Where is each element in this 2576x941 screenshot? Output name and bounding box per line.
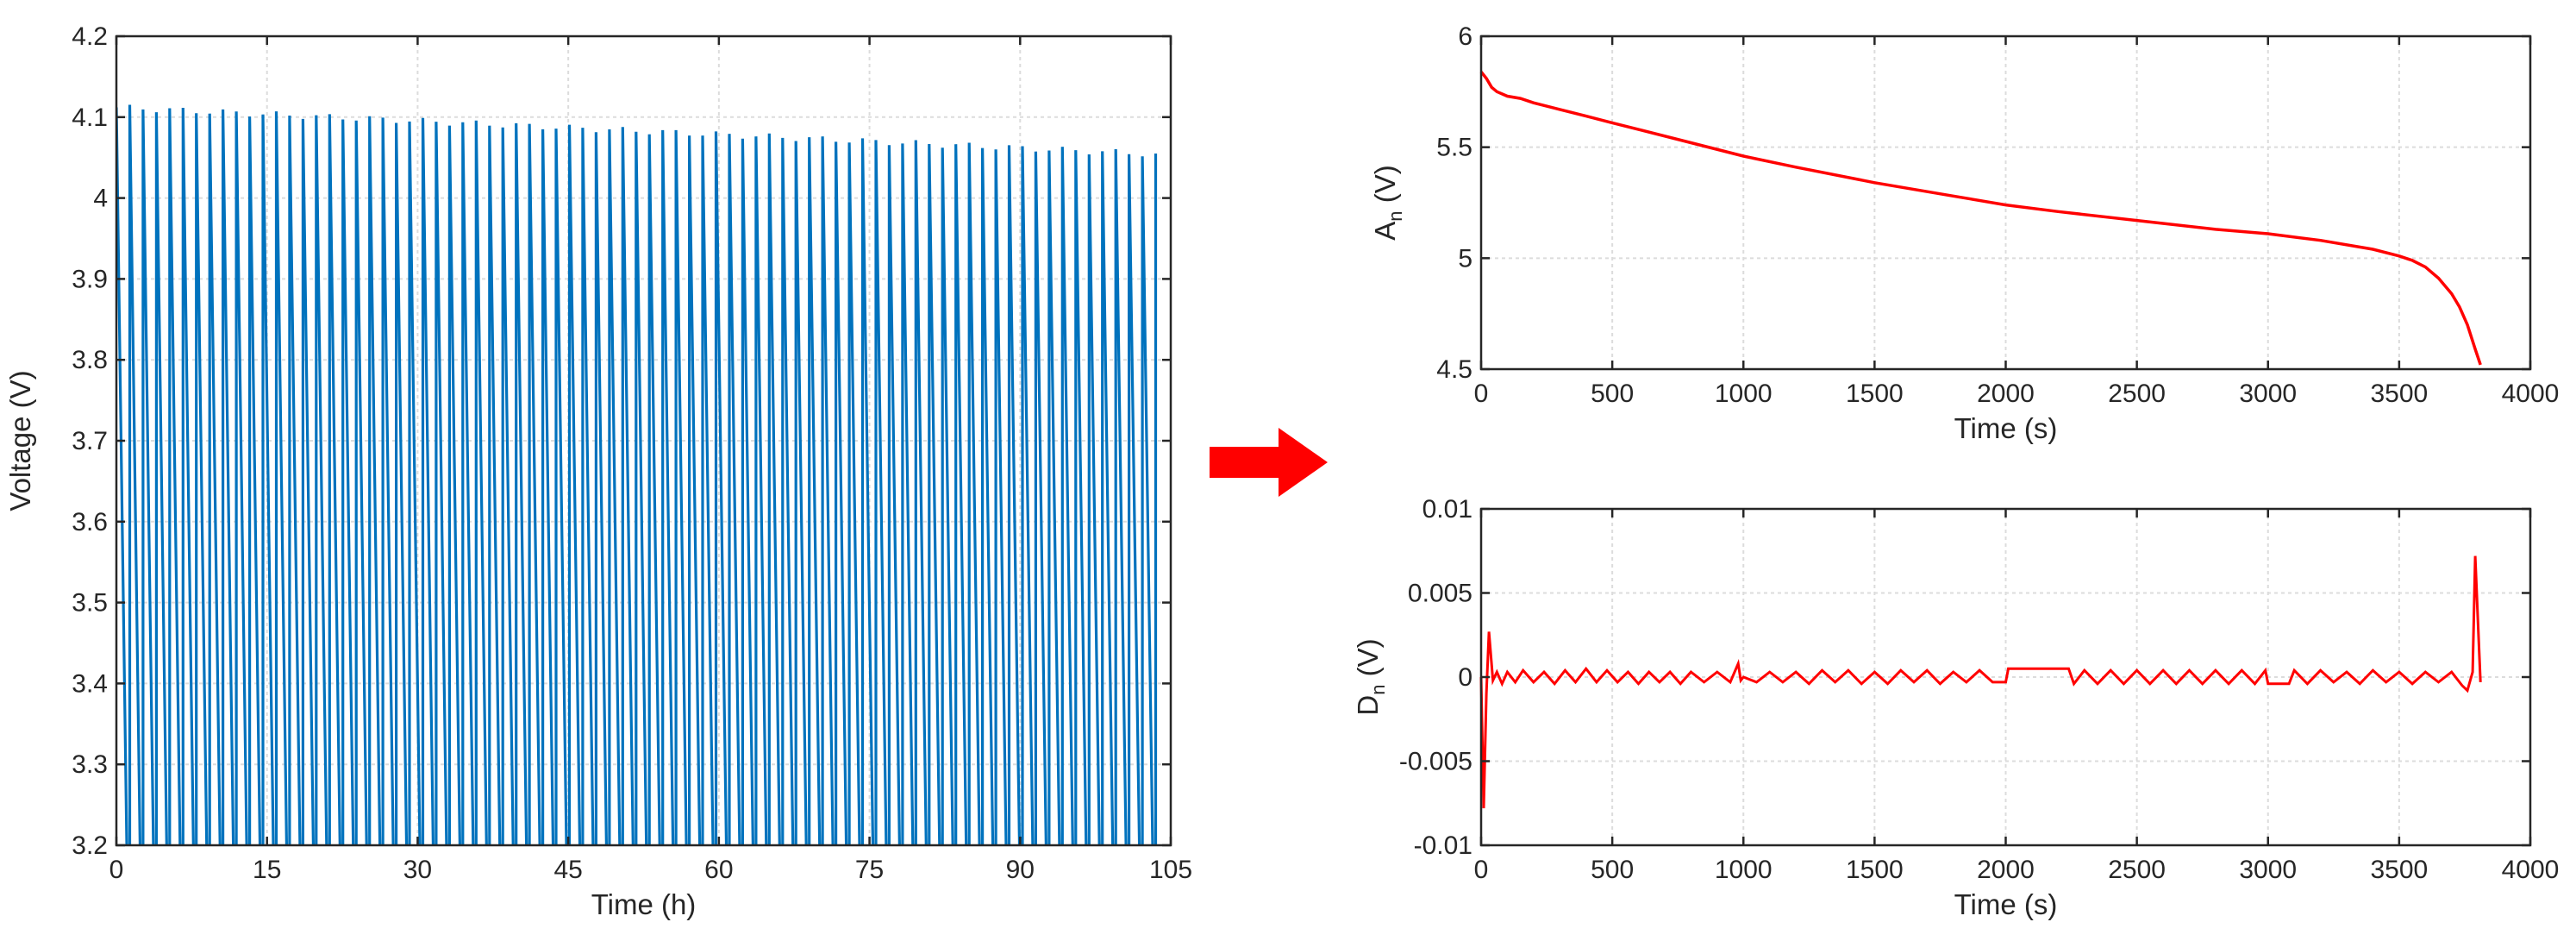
- x-axis-label: Time (s): [1954, 412, 2058, 444]
- x-tick-label: 1500: [1846, 856, 1904, 884]
- y-tick-label: -0.01: [1414, 831, 1472, 860]
- y-tick-label: 3.4: [72, 669, 108, 698]
- x-tick-label: 3500: [2371, 380, 2429, 408]
- y-axis-label: An (V): [1369, 165, 1406, 240]
- y-tick-label: -0.005: [1399, 748, 1472, 776]
- x-tick-label: 0: [1474, 856, 1489, 884]
- arrow-shape: [1210, 428, 1328, 497]
- voltage-series-line: [116, 104, 1158, 845]
- y-tick-label: 3.5: [72, 589, 108, 618]
- x-tick-label: 1000: [1715, 380, 1773, 408]
- y-tick-label: 6: [1458, 22, 1472, 51]
- x-tick-label: 4000: [2502, 380, 2560, 408]
- y-tick-label: 4: [93, 185, 108, 213]
- x-tick-label: 15: [253, 856, 281, 884]
- y-tick-label: 0: [1458, 663, 1472, 692]
- x-tick-label: 30: [403, 856, 432, 884]
- x-tick-label: 1000: [1715, 856, 1773, 884]
- x-tick-label: 90: [1006, 856, 1035, 884]
- y-axis-label: Voltage (V): [4, 370, 36, 511]
- x-tick-label: 105: [1149, 856, 1192, 884]
- x-tick-label: 500: [1591, 856, 1634, 884]
- y-tick-label: 3.2: [72, 831, 108, 860]
- y-tick-label: 4.5: [1436, 355, 1472, 384]
- x-axis-label: Time (s): [1954, 888, 2058, 920]
- dn-series-line: [1479, 555, 2482, 809]
- dn-chart: 0 500 1000 1500 2000 2500 3000 3500 4000 -0.01 -0.…: [1352, 495, 2559, 920]
- y-tick-label: 5.5: [1436, 134, 1472, 162]
- x-tick-label: 75: [855, 856, 884, 884]
- x-tick-label: 2500: [2108, 856, 2166, 884]
- x-tick-label: 0: [1474, 380, 1489, 408]
- y-tick-label: 3.6: [72, 508, 108, 536]
- y-tick-label: 4.2: [72, 22, 108, 51]
- x-tick-label: 0: [109, 856, 124, 884]
- y-tick-label: 5: [1458, 244, 1472, 273]
- an-chart: 0 500 1000 1500 2000 2500 3000 3500 4000 4.5 5 5.5 6…: [1369, 22, 2559, 444]
- x-tick-label: 2000: [1977, 856, 2035, 884]
- right-arrow-icon: [1210, 428, 1328, 497]
- y-axis-label: Dn (V): [1352, 638, 1389, 715]
- y-tick-label: 3.9: [72, 265, 108, 293]
- x-tick-label: 45: [553, 856, 582, 884]
- x-tick-label: 3500: [2371, 856, 2429, 884]
- y-tick-label: 3.7: [72, 427, 108, 455]
- x-tick-label: 3000: [2239, 856, 2297, 884]
- x-tick-label: 60: [704, 856, 733, 884]
- x-axis-label: Time (h): [591, 888, 697, 920]
- x-tick-label: 4000: [2502, 856, 2560, 884]
- y-tick-label: 4.1: [72, 104, 108, 132]
- x-tick-label: 3000: [2239, 380, 2297, 408]
- x-tick-label: 1500: [1846, 380, 1904, 408]
- x-tick-label: 2000: [1977, 380, 2035, 408]
- an-series-line: [1479, 71, 2482, 366]
- y-tick-label: 0.01: [1422, 495, 1472, 524]
- x-tick-label: 500: [1591, 380, 1634, 408]
- x-tick-label: 2500: [2108, 380, 2166, 408]
- y-tick-label: 0.005: [1408, 580, 1472, 608]
- y-tick-label: 3.3: [72, 750, 108, 779]
- voltage-chart: 0 15 30 45 60 75 90 105 3.2 3.3 3.4 3.5 3.6 3.7 3.8 3.9…: [4, 22, 1192, 920]
- y-tick-label: 3.8: [72, 346, 108, 374]
